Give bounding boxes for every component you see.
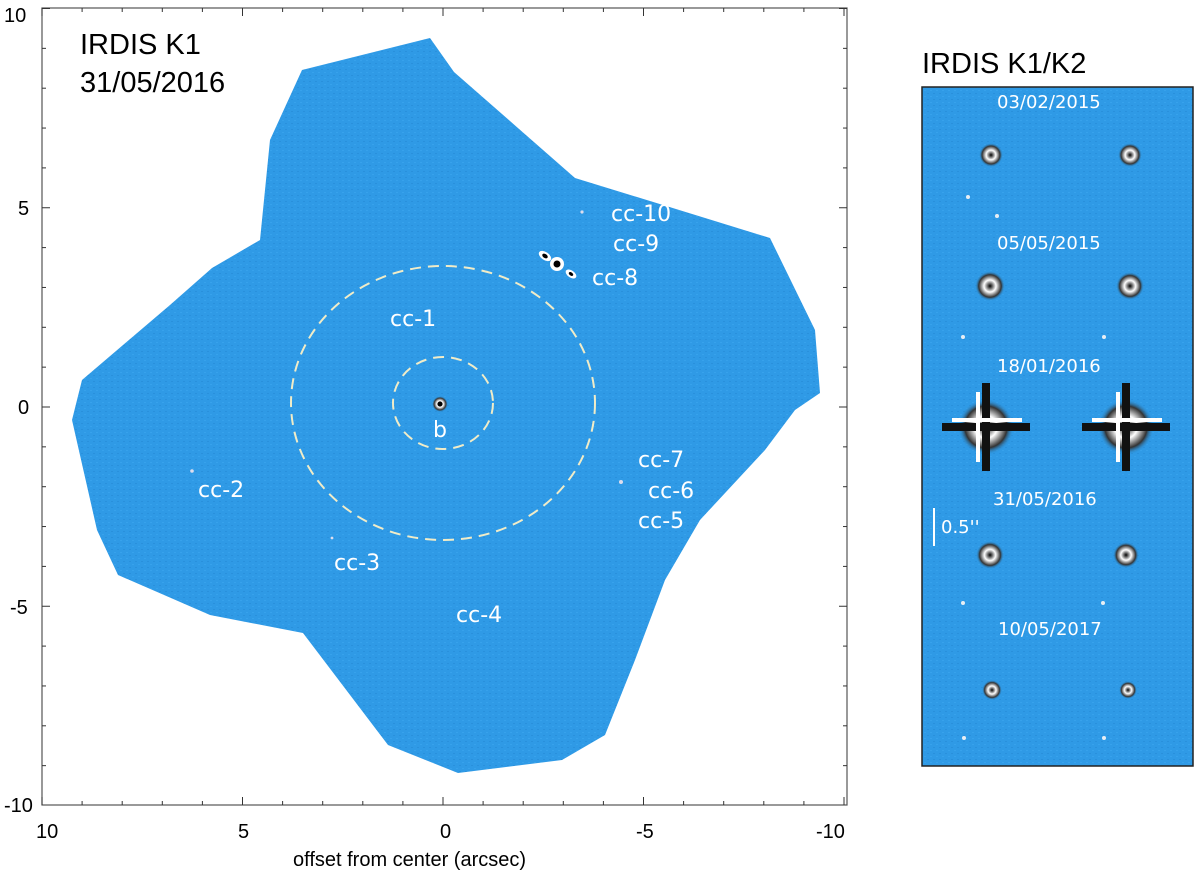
label-cc-3: cc-3 [334,551,380,576]
y-tick-label: 10 [4,5,26,27]
inner-ring [392,356,494,450]
epoch-label-5: 10/05/2017 [998,619,1102,640]
y-tick-label: -10 [4,795,33,817]
label-cc-6: cc-6 [648,479,694,504]
label-cc-7: cc-7 [638,448,684,473]
x-axis-label: offset from center (arcsec) [293,849,526,871]
side-panel-title: IRDIS K1/K2 [922,48,1086,80]
scale-bar-label: 0.5'' [941,517,980,538]
x-tick-label: 10 [36,821,58,843]
x-tick-label: -10 [816,821,845,843]
epoch-label-2: 05/05/2015 [997,233,1101,254]
main-title-line1: IRDIS K1 [80,29,201,61]
axis-ticks [41,8,847,805]
label-cc-9: cc-9 [613,232,659,257]
outer-ring [290,265,596,541]
epoch-label-1: 03/02/2015 [997,92,1101,113]
y-tick-label: -5 [10,597,28,619]
label-b: b [433,418,447,443]
faint-point-sources [190,210,623,540]
cc-8-psf [538,250,577,279]
y-tick-label: 5 [18,198,29,220]
label-cc-5: cc-5 [638,509,684,534]
label-cc-1: cc-1 [390,307,436,332]
label-cc-10: cc-10 [611,202,671,227]
epoch-label-4: 31/05/2016 [993,489,1097,510]
side-panel-image [921,86,1194,767]
main-title-line2: 31/05/2016 [80,67,225,99]
label-cc-4: cc-4 [456,603,502,628]
y-tick-label: 0 [18,397,29,419]
x-tick-label: 0 [440,821,451,843]
epoch-label-3: 18/01/2016 [997,356,1101,377]
x-tick-label: 5 [238,821,249,843]
x-tick-label: -5 [636,821,654,843]
label-cc-2: cc-2 [198,478,244,503]
label-cc-8: cc-8 [592,266,638,291]
central-star-psf [432,396,448,412]
